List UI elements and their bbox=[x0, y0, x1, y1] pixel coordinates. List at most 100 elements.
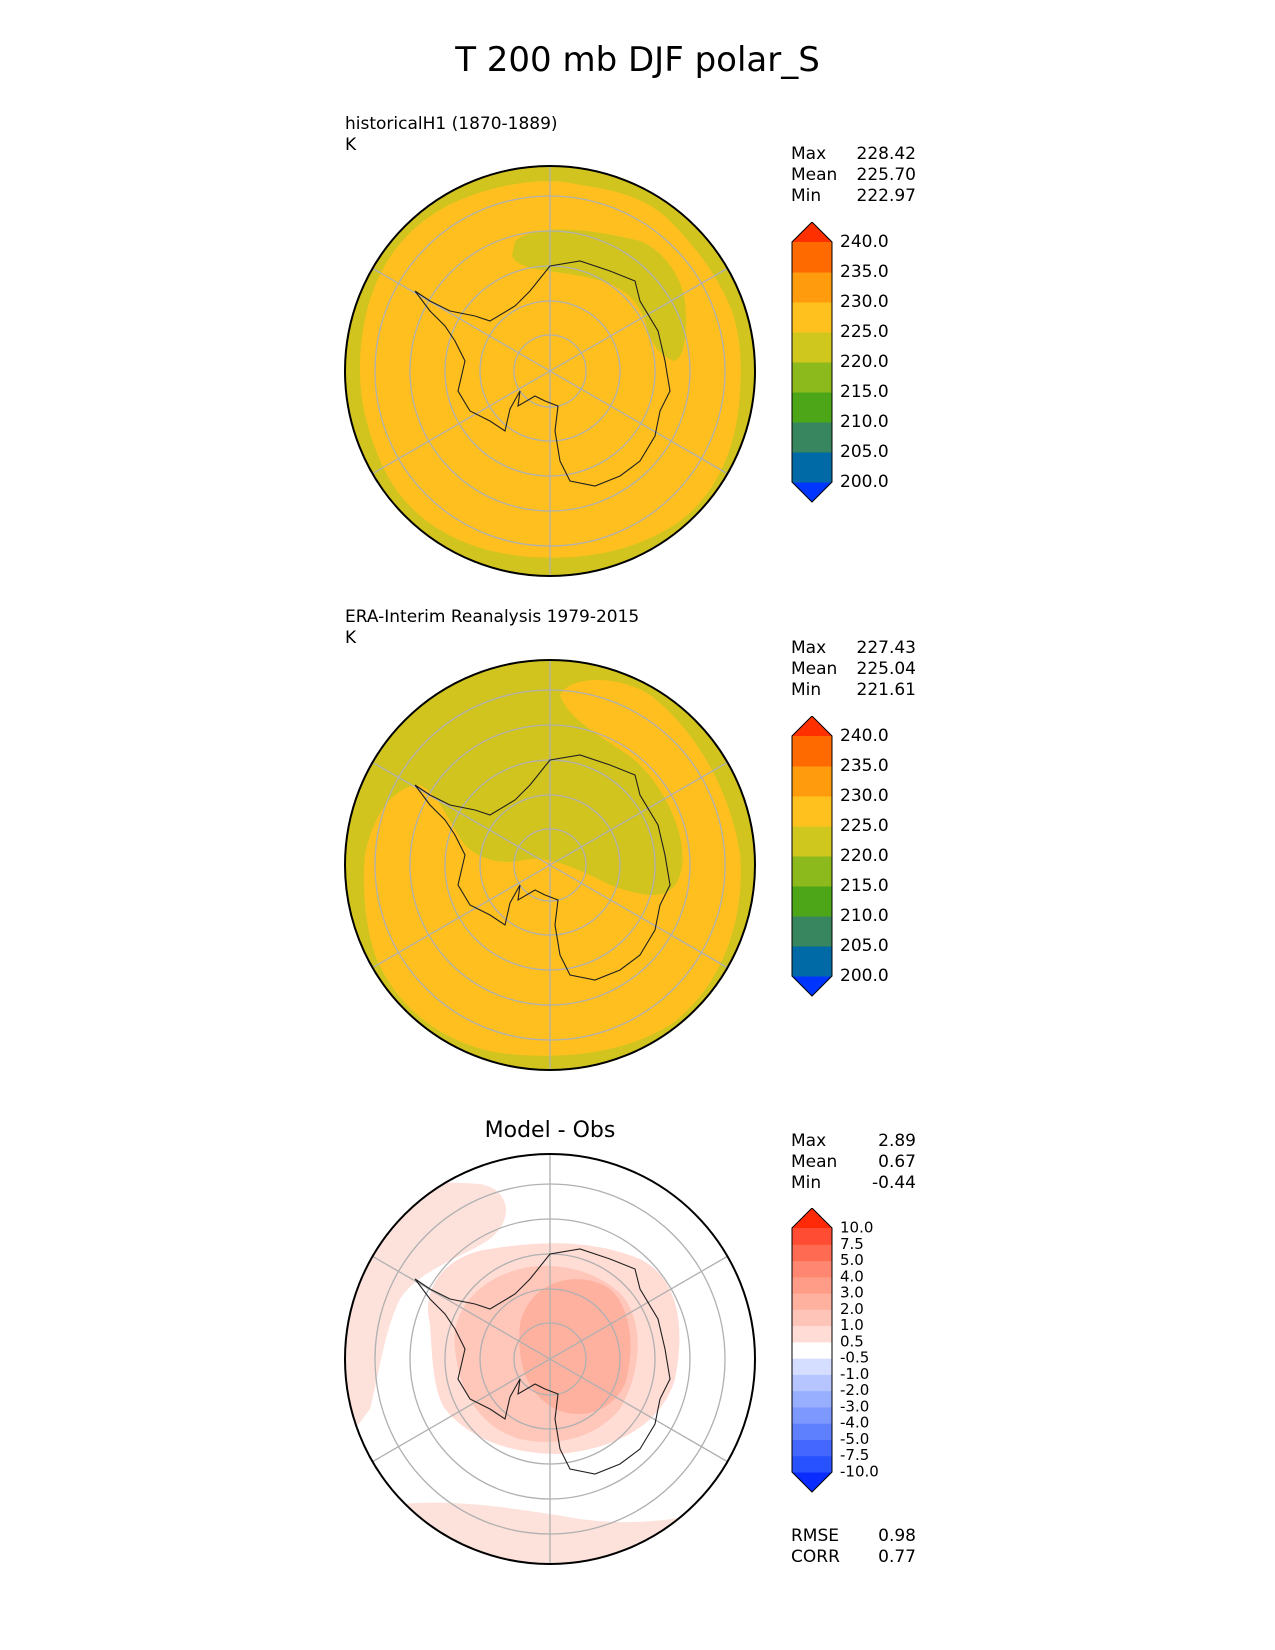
field-positive-west bbox=[345, 1182, 506, 1449]
ref-panel-label: ERA-Interim Reanalysis 1979-2015 K bbox=[345, 607, 639, 649]
colorbar-tick-label: 240.0 bbox=[840, 232, 889, 252]
colorbar-tick-label: 220.0 bbox=[840, 846, 889, 866]
colorbar-tick-label: 10.0 bbox=[840, 1219, 873, 1237]
figure-title: T 200 mb DJF polar_S bbox=[455, 40, 820, 80]
stat-value: 222.97 bbox=[856, 186, 916, 206]
antarctica-coastline bbox=[414, 260, 671, 487]
colorbar-tick-label: 230.0 bbox=[840, 786, 889, 806]
stat-value: 227.43 bbox=[856, 638, 916, 658]
test-dataset-name: historicalH1 (1870-1889) bbox=[345, 114, 558, 134]
colorbar-tick-label: 210.0 bbox=[840, 906, 889, 926]
colorbar-swatch bbox=[792, 272, 832, 303]
field-cold-patch bbox=[512, 229, 687, 361]
colorbar-tick-label: 3.0 bbox=[840, 1284, 864, 1302]
stat-value: 0.67 bbox=[878, 1152, 916, 1172]
stat-name: CORR bbox=[791, 1547, 840, 1567]
colorbar-swatch bbox=[792, 452, 832, 483]
colorbar-tick-label: 230.0 bbox=[840, 292, 889, 312]
colorbar-tick-label: 235.0 bbox=[840, 756, 889, 776]
colorbar-swatch bbox=[792, 242, 832, 273]
colorbar-tick-label: 210.0 bbox=[840, 412, 889, 432]
colorbar-swatch bbox=[792, 1455, 832, 1473]
colorbar-tick-label: 205.0 bbox=[840, 442, 889, 462]
stat-value: 2.89 bbox=[878, 1131, 916, 1151]
colorbar-labels: 240.0 235.0 230.0 225.0 220.0 215.0 210.0 205.0… bbox=[840, 232, 889, 492]
colorbar-tick-label: 7.5 bbox=[840, 1235, 864, 1253]
colorbar-swatch bbox=[792, 1390, 832, 1408]
colorbar-swatches bbox=[791, 1208, 833, 1493]
colorbar-extend-low bbox=[792, 1472, 832, 1492]
stat-value: 228.42 bbox=[856, 144, 916, 164]
test-units: K bbox=[345, 135, 357, 155]
colorbar-tick-label: -0.5 bbox=[840, 1349, 869, 1367]
graticule bbox=[371, 660, 729, 1070]
colorbar-outline bbox=[791, 1208, 833, 1493]
diff-extra-stats: RMSE 0.98 CORR 0.77 bbox=[791, 1526, 916, 1568]
stat-name: Max bbox=[791, 1131, 827, 1151]
colorbar-tick-label: -2.0 bbox=[840, 1381, 869, 1399]
colorbar-swatch bbox=[792, 1228, 832, 1245]
colorbar-swatches bbox=[791, 716, 833, 997]
diff-stats: Max 2.89 Mean 0.67 Min -0.44 bbox=[791, 1131, 916, 1194]
stat-value: 0.98 bbox=[878, 1526, 916, 1546]
colorbar-swatch bbox=[792, 362, 832, 393]
colorbar-labels: 240.0 235.0 230.0 225.0 220.0 215.0 210.0 205.0… bbox=[840, 726, 889, 986]
stat-name: Min bbox=[791, 1173, 822, 1193]
ref-colorbar: 240.0 235.0 230.0 225.0 220.0 215.0 210.0 205.0… bbox=[791, 716, 889, 997]
colorbar-extend-low bbox=[792, 976, 832, 996]
map-boundary bbox=[344, 1153, 756, 1565]
antarctica-coastline bbox=[414, 754, 671, 981]
colorbar-tick-label: 220.0 bbox=[840, 352, 889, 372]
stat-name: Min bbox=[791, 186, 822, 206]
colorbar-swatch bbox=[792, 916, 832, 947]
colorbar-swatch bbox=[792, 332, 832, 363]
colorbar-swatch bbox=[792, 856, 832, 887]
ref-dataset-name: ERA-Interim Reanalysis 1979-2015 bbox=[345, 607, 640, 627]
colorbar-tick-label: 2.0 bbox=[840, 1300, 864, 1318]
ref-units: K bbox=[345, 628, 357, 648]
colorbar-swatch bbox=[792, 766, 832, 797]
colorbar-tick-label: -7.5 bbox=[840, 1446, 869, 1464]
colorbar-swatch bbox=[792, 302, 832, 333]
stat-name: Min bbox=[791, 680, 822, 700]
colorbar-swatch bbox=[792, 1341, 832, 1359]
test-polar-map bbox=[344, 165, 756, 577]
colorbar-swatch bbox=[792, 946, 832, 977]
colorbar-tick-label: 0.5 bbox=[840, 1332, 864, 1350]
ref-stats: Max 227.43 Mean 225.04 Min 221.61 bbox=[791, 638, 916, 701]
colorbar-tick-label: 205.0 bbox=[840, 936, 889, 956]
colorbar-swatch bbox=[792, 422, 832, 453]
colorbar-swatch bbox=[792, 1374, 832, 1392]
colorbar-swatches bbox=[791, 222, 833, 503]
stat-name: Mean bbox=[791, 1152, 838, 1172]
colorbar-tick-label: 240.0 bbox=[840, 726, 889, 746]
colorbar-extend-low bbox=[792, 482, 832, 502]
colorbar-swatch bbox=[792, 1358, 832, 1375]
map-boundary bbox=[344, 659, 756, 1071]
colorbar-swatch bbox=[792, 1309, 832, 1327]
colorbar-swatch bbox=[792, 1325, 832, 1343]
colorbar-tick-label: -4.0 bbox=[840, 1414, 869, 1432]
map-boundary bbox=[344, 165, 756, 577]
diff-panel-title: Model - Obs bbox=[484, 1118, 616, 1143]
colorbar-swatch bbox=[792, 392, 832, 423]
colorbar-tick-label: 235.0 bbox=[840, 262, 889, 282]
colorbar-extend-high bbox=[792, 716, 832, 736]
colorbar-labels: 10.07.55.04.03.02.01.00.5-0.5-1.0-2.0-3.… bbox=[840, 1219, 879, 1481]
stat-value: 0.77 bbox=[878, 1547, 916, 1567]
colorbar-tick-label: 200.0 bbox=[840, 472, 889, 492]
colorbar-tick-label: 5.0 bbox=[840, 1251, 864, 1269]
test-panel-label: historicalH1 (1870-1889) K bbox=[345, 114, 558, 156]
test-colorbar: 240.0 235.0 230.0 225.0 220.0 215.0 210.0 205.0… bbox=[791, 222, 889, 503]
stat-value: 225.04 bbox=[856, 659, 916, 679]
stat-name: Max bbox=[791, 638, 827, 658]
colorbar-swatch bbox=[792, 1260, 832, 1278]
diff-colorbar: 10.07.55.04.03.02.01.00.5-0.5-1.0-2.0-3.… bbox=[791, 1208, 879, 1493]
antarctica-coastline bbox=[414, 1248, 671, 1475]
colorbar-tick-label: -10.0 bbox=[840, 1463, 879, 1481]
stat-name: Max bbox=[791, 144, 827, 164]
colorbar-swatch bbox=[792, 1293, 832, 1310]
colorbar-tick-label: 1.0 bbox=[840, 1316, 864, 1334]
stat-value: -0.44 bbox=[872, 1173, 916, 1193]
field-band-225-230 bbox=[363, 680, 741, 1056]
